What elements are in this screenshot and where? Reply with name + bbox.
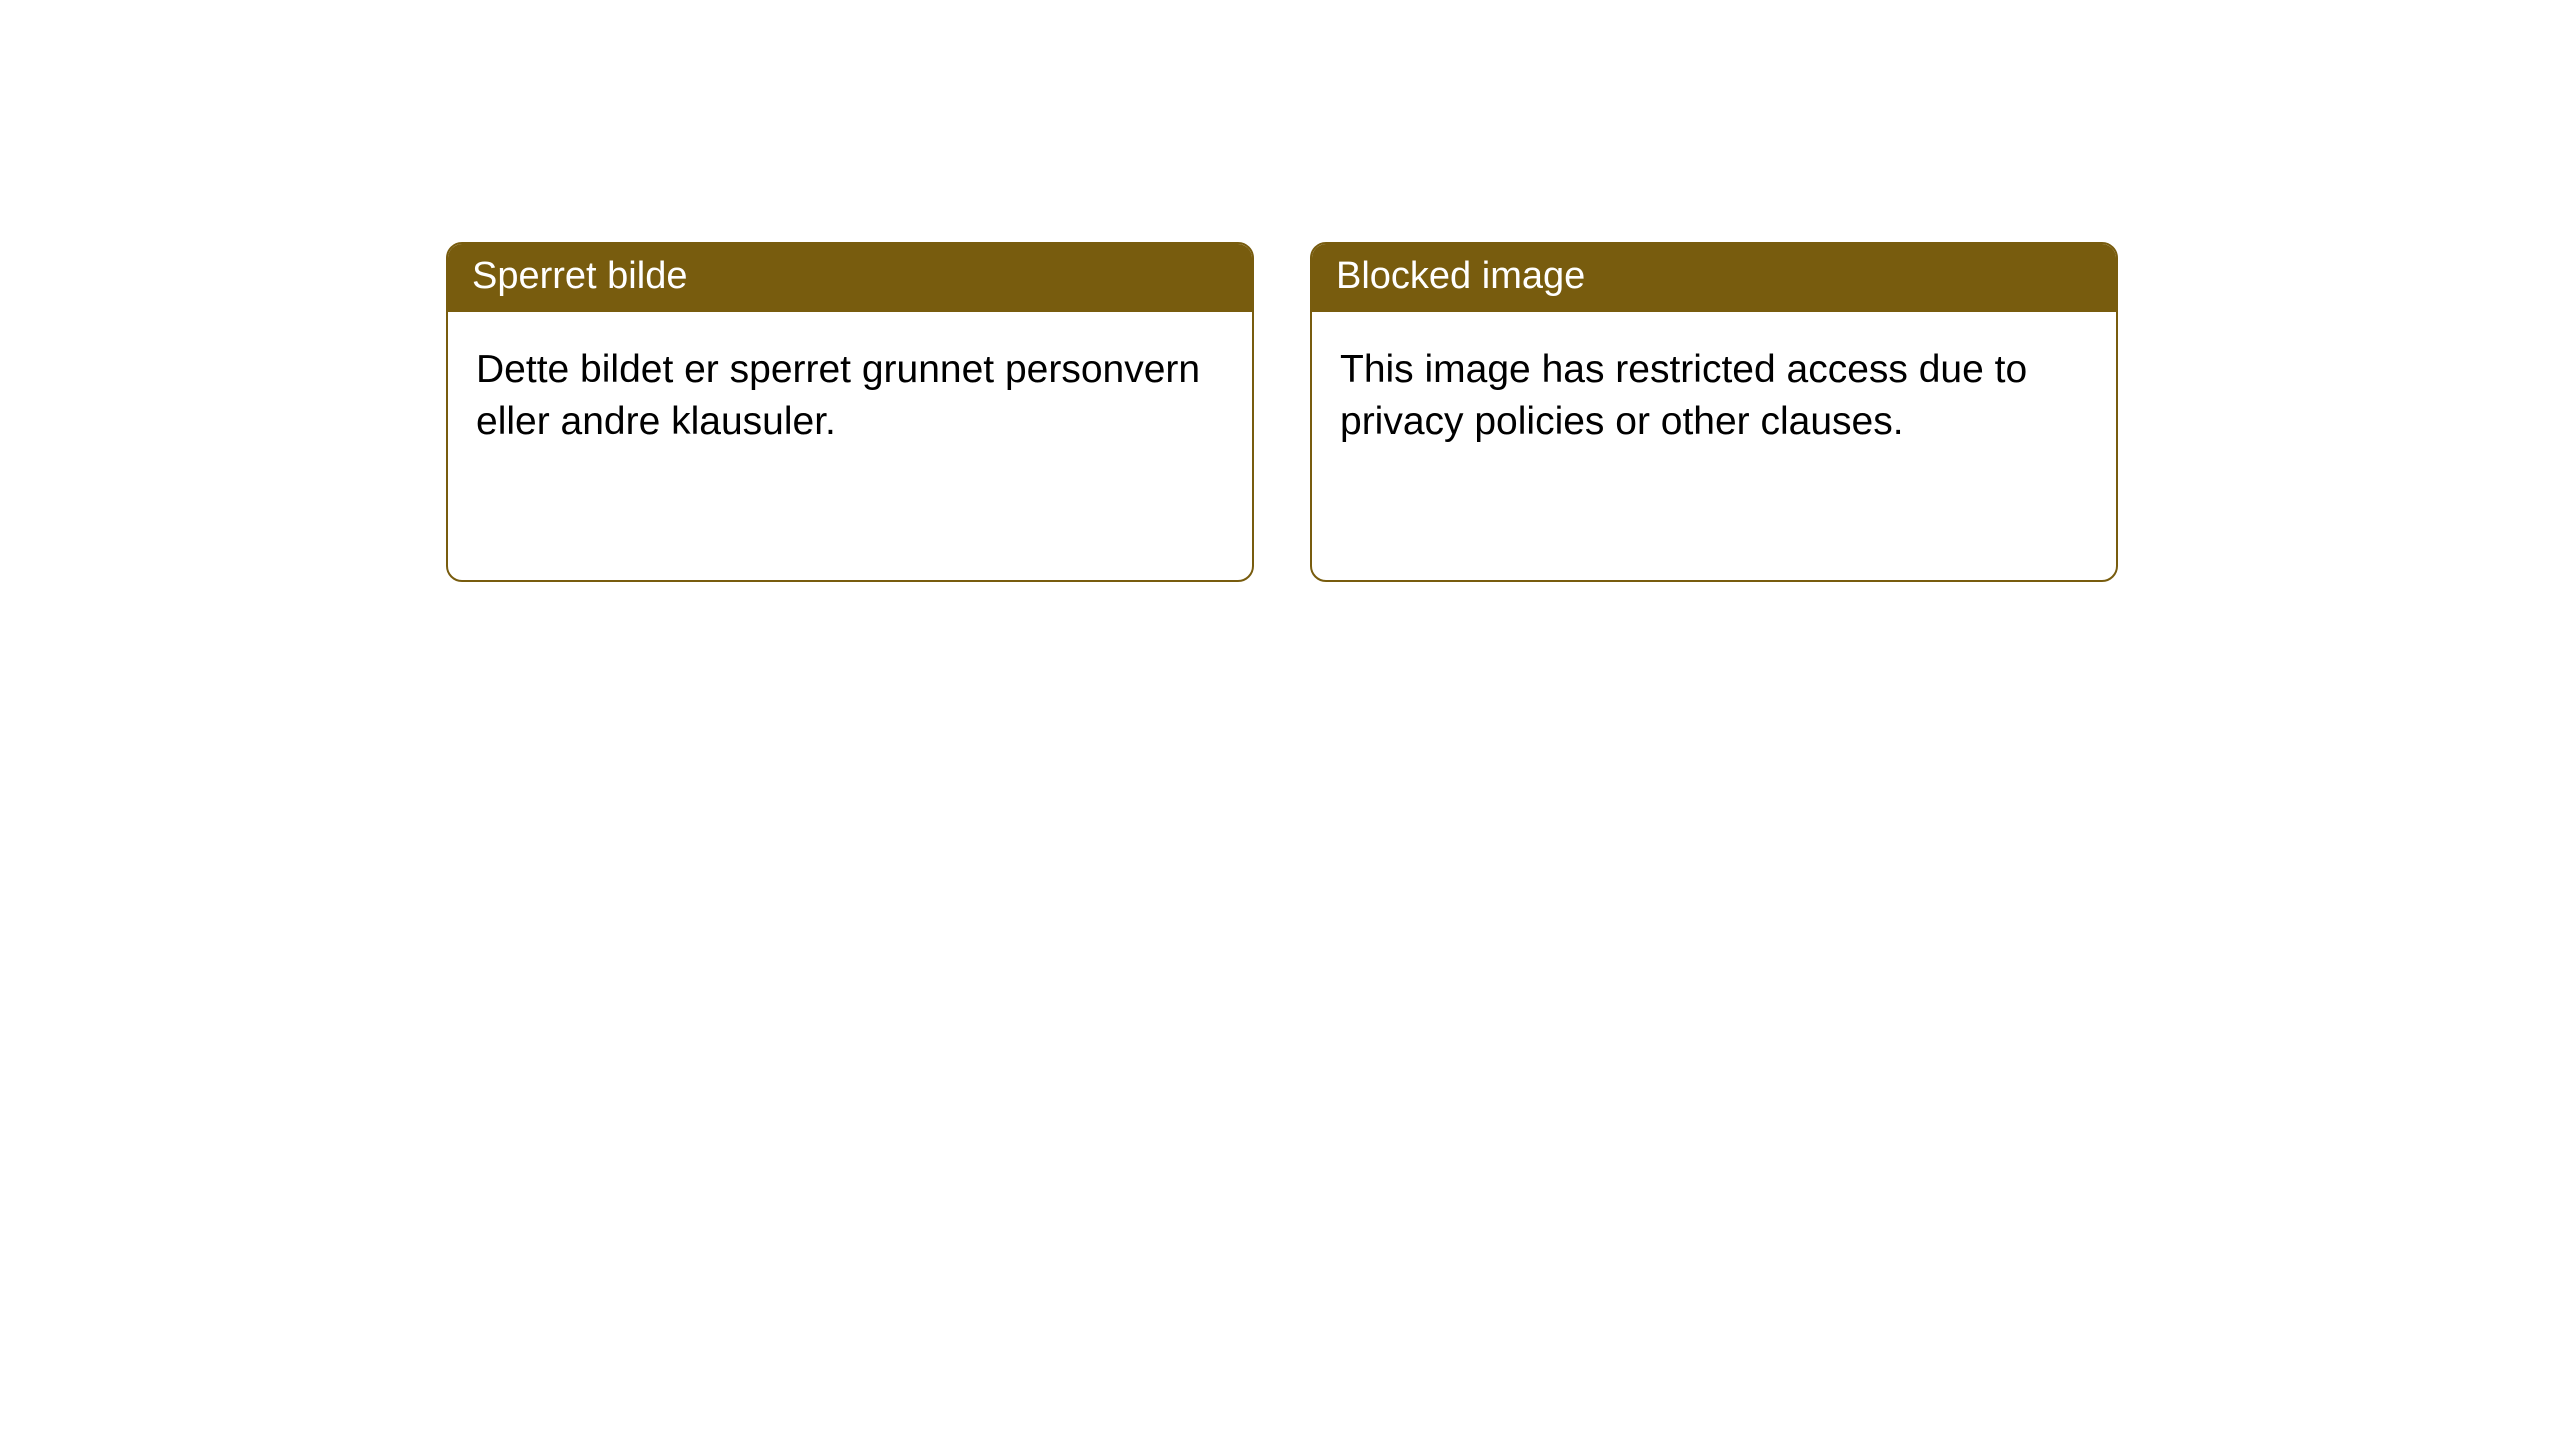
card-header-norwegian: Sperret bilde — [448, 244, 1252, 312]
cards-container: Sperret bilde Dette bildet er sperret gr… — [0, 0, 2560, 582]
card-body-english: This image has restricted access due to … — [1312, 312, 2116, 481]
card-english: Blocked image This image has restricted … — [1310, 242, 2118, 582]
card-header-english: Blocked image — [1312, 244, 2116, 312]
card-norwegian: Sperret bilde Dette bildet er sperret gr… — [446, 242, 1254, 582]
card-body-norwegian: Dette bildet er sperret grunnet personve… — [448, 312, 1252, 481]
